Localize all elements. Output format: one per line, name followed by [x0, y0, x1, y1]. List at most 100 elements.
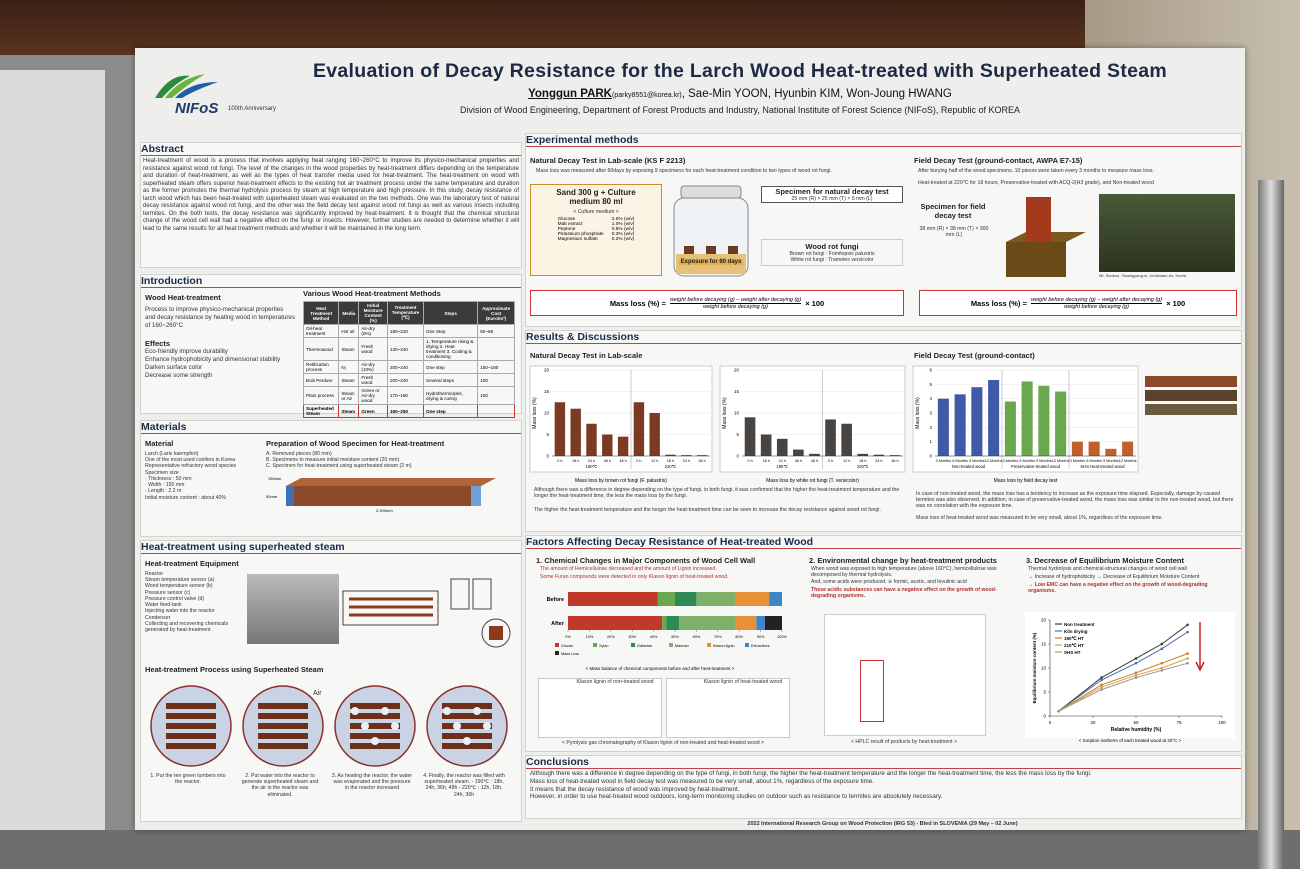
bar — [633, 402, 645, 456]
specimen-title: Specimen for natural decay test — [775, 187, 889, 196]
x-tick-label: 6 Months — [1086, 459, 1102, 463]
group-label: 220℃ — [665, 464, 677, 469]
bar — [1122, 441, 1134, 456]
formula-prefix: Mass loss (%) = — [970, 298, 1027, 308]
segment — [756, 616, 765, 630]
legend-swatch — [669, 643, 673, 647]
exposure: Exposure for 60 days — [679, 259, 743, 265]
material-item: · Width : 150 mm — [145, 482, 185, 489]
y-axis-label: Mass loss (%) — [532, 397, 538, 429]
abstract-box: Abstract Heat-treatment of wood is a pro… — [140, 142, 522, 268]
introduction-box: Introduction Wood Heat-treatment Process… — [140, 274, 522, 418]
legend-swatch — [745, 643, 749, 647]
result-note: The higher the heat-treatment temperatur… — [534, 507, 881, 513]
point — [1160, 661, 1164, 665]
group-label: Preservative-treated wood — [1011, 464, 1061, 469]
shape — [728, 246, 738, 254]
y-axis-label: Mass loss (%) — [722, 397, 728, 429]
bubble — [361, 722, 369, 730]
y-tick-label: 15 — [1041, 642, 1047, 647]
equipment-item: Steam temperature sensor (a) — [145, 577, 215, 584]
category-label: Before — [547, 597, 564, 603]
segment — [662, 616, 667, 630]
methods-box: Experimental methods Natural Decay Test … — [525, 133, 1242, 327]
y-tick-label: 3 — [929, 411, 932, 416]
lumber — [442, 723, 492, 729]
point — [1134, 676, 1138, 679]
x-tick-label: 20% — [607, 635, 615, 639]
shape — [165, 74, 205, 98]
table-header-cell: Media — [338, 301, 360, 325]
x-tick-label: 6 Months — [1019, 459, 1035, 463]
x-tick-label: 80% — [735, 635, 743, 639]
lumber — [258, 703, 308, 709]
x-tick-label: 48 h — [811, 459, 818, 463]
medium-title: Sand 300 g + Culture medium 80 ml — [556, 188, 636, 206]
prep-list: A. Removed pieces (80 mm) B. Specimens to… — [266, 451, 516, 470]
subheading: Preparation of Wood Specimen for Heat-tr… — [266, 439, 445, 448]
y-tick-label: 15 — [734, 389, 740, 394]
shape — [286, 485, 294, 506]
bar — [873, 454, 885, 456]
legend-swatch — [555, 643, 559, 647]
site-photo — [1099, 194, 1235, 272]
x-tick-label: 36 h — [698, 459, 705, 463]
dim-label: 50mm — [266, 494, 278, 499]
y-tick-label: 0 — [929, 454, 932, 459]
table-header-cell: Treatment Temperature (℃) — [386, 301, 425, 325]
shape — [706, 246, 716, 254]
table-header-cell: Steps — [423, 301, 479, 325]
x-tick-label: 60% — [693, 635, 701, 639]
logo-mark — [155, 74, 218, 98]
bubble — [463, 737, 471, 745]
formula-prefix: Mass loss (%) = — [609, 298, 666, 308]
subheading: Field Decay Test (ground-contact, AWPA E… — [914, 156, 1083, 165]
intro-right: Various Wood Heat-treatment Methods Heat… — [302, 289, 518, 418]
py-label: Klason lignin of non-treated wood — [576, 679, 654, 685]
bar — [586, 423, 597, 456]
chart-caption: Mass loss by brown rot fungi (F. palustr… — [575, 478, 667, 484]
x-tick-label: 0 h — [557, 459, 562, 463]
section-heading: Conclusions — [526, 756, 1241, 769]
table-cell: Oil-heat treatment — [302, 324, 340, 338]
point — [1160, 642, 1164, 646]
lumber — [442, 743, 492, 749]
x-tick-label: 12 h — [843, 459, 850, 463]
conclusion-item: However, in order to use heat-treated wo… — [530, 793, 943, 801]
logo-text: NIFoS — [175, 100, 219, 117]
point — [1134, 657, 1138, 660]
bar — [760, 434, 772, 456]
site: Mt. Seokun, Gwangyang-si, Jeollanam-do, … — [1099, 273, 1187, 278]
table-cell: Superheated Steam — [302, 404, 340, 418]
point — [1186, 623, 1189, 627]
point — [1160, 647, 1164, 651]
x-tick-label: 18 h — [762, 459, 769, 463]
effect-item: Enhance hydrophobicity and dimensional s… — [145, 356, 281, 363]
formula: Mass loss (%) = weight before decaying (g… — [530, 290, 904, 316]
bubble — [391, 722, 399, 730]
shape — [175, 82, 218, 98]
equipment-item: Condenser — [145, 614, 171, 621]
specimen-drawing: 150mm 50mm 2,200mm — [266, 476, 496, 513]
lumber — [258, 743, 308, 749]
result-note: Mass loss of heat-treated wood was measu… — [916, 515, 1163, 521]
prep-step: B. Specimens to measure initial moisture… — [266, 457, 400, 464]
field-size: 38 mm (R) × 38 mm (T) × 300 mm (L) — [919, 226, 989, 239]
lumber — [442, 703, 492, 709]
bar — [857, 453, 869, 456]
x-tick-label: 75 — [1176, 720, 1182, 725]
y-tick-label: 15 — [544, 389, 550, 394]
table-row: Retification process N₂ Air-dry (10%) 200~2… — [302, 360, 515, 374]
lumber — [166, 743, 216, 749]
medium-table: Glucose 2.5% (w/v) Malt extract 1.0% (w/v) P… — [554, 217, 639, 242]
point — [1100, 676, 1103, 679]
fungi-title: Wood rot fungi — [805, 242, 859, 251]
x-tick-label: 12 Months — [1052, 459, 1070, 463]
segment — [568, 616, 663, 630]
reactor-photo — [247, 574, 339, 644]
pyrolysis-chart: Klason lignin of heat-treated wood — [666, 678, 790, 738]
lumber — [166, 723, 216, 729]
formula-suffix: × 100 — [805, 298, 825, 308]
footer: 2022 International Research Group on Woo… — [747, 821, 1018, 827]
